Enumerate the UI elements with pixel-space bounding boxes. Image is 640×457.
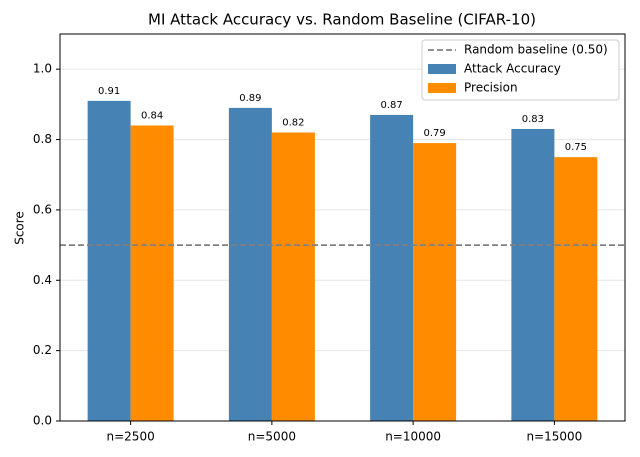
bar — [130, 125, 174, 422]
data-label: 0.84 — [141, 110, 163, 121]
x-tick-label: n=2500 — [107, 430, 155, 444]
legend-label: Attack Accuracy — [464, 62, 561, 76]
bar — [413, 143, 457, 421]
plot-frame — [59, 33, 626, 422]
bar — [228, 107, 272, 421]
chart-title: MI Attack Accuracy vs. Random Baseline (… — [148, 11, 536, 29]
x-tick-label: n=15000 — [526, 430, 582, 444]
y-tick-label: 0.2 — [33, 343, 52, 357]
y-tick-label: 0.6 — [33, 202, 52, 216]
legend-swatch — [428, 64, 456, 74]
y-tick-label: 0.0 — [33, 414, 52, 428]
bar — [511, 128, 555, 421]
y-tick-label: 0.8 — [33, 132, 52, 146]
y-tick-label: 1.0 — [33, 62, 52, 76]
data-label: 0.89 — [239, 93, 261, 104]
legend-label: Random baseline (0.50) — [464, 43, 608, 57]
bar — [271, 132, 315, 421]
data-label: 0.91 — [98, 86, 120, 97]
data-label: 0.82 — [282, 118, 304, 129]
data-label: 0.87 — [380, 100, 402, 111]
data-label: 0.75 — [565, 142, 587, 153]
y-tick-label: 0.4 — [33, 273, 52, 287]
data-label: 0.79 — [423, 128, 445, 139]
legend-box — [421, 39, 620, 101]
bar — [554, 157, 598, 422]
legend-label: Precision — [464, 81, 518, 95]
data-label: 0.83 — [522, 114, 544, 125]
x-tick-label: n=10000 — [385, 430, 441, 444]
x-tick-label: n=5000 — [248, 430, 296, 444]
bar — [87, 100, 131, 421]
bar — [370, 114, 414, 421]
legend-swatch — [428, 83, 456, 93]
y-axis-label: Score — [13, 211, 27, 245]
